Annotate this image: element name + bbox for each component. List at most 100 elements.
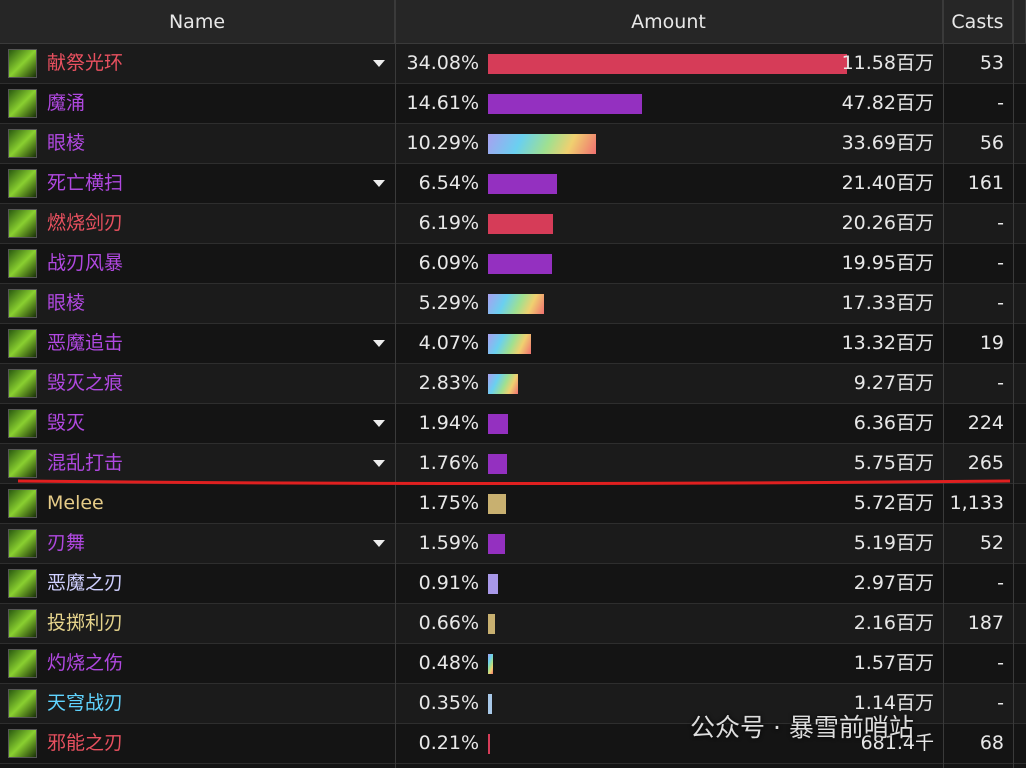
table-row[interactable]: 毁灭 1.94% 6.36百万 224	[0, 404, 1026, 444]
spell-icon	[8, 209, 37, 238]
percent: 5.29%	[418, 292, 479, 314]
amount: 47.82百万	[841, 92, 934, 114]
spell-name[interactable]: 恶魔之刃	[47, 572, 124, 594]
spell-icon	[8, 449, 37, 478]
spell-icon	[8, 409, 37, 438]
amount-bar	[488, 94, 642, 114]
amount: 5.75百万	[853, 452, 934, 474]
table-row[interactable]: 邪能之刃 0.21% 681.4千 68	[0, 724, 1026, 764]
table-row[interactable]: 刃舞 1.59% 5.19百万 52	[0, 524, 1026, 564]
spell-name[interactable]: 灼烧之伤	[47, 652, 124, 674]
spell-name[interactable]: 毁灭之痕	[47, 372, 124, 394]
amount: 20.26百万	[841, 212, 934, 234]
amount: 13.32百万	[841, 332, 934, 354]
percent: 10.29%	[406, 132, 479, 154]
table-row[interactable]: Melee 1.75% 5.72百万 1,133	[0, 484, 1026, 524]
casts: 265	[967, 452, 1004, 474]
spell-icon	[8, 689, 37, 718]
table-row[interactable]: 恶魔追击 4.07% 13.32百万 19	[0, 324, 1026, 364]
spell-name[interactable]: 邪能之刃	[47, 732, 124, 754]
table-row[interactable]: 投掷利刃 0.66% 2.16百万 187	[0, 604, 1026, 644]
casts: -	[997, 292, 1004, 314]
table-row[interactable]: 混乱打击 1.76% 5.75百万 265	[0, 444, 1026, 484]
spell-name[interactable]: 毁灭	[47, 412, 86, 434]
casts: 68	[979, 732, 1004, 754]
percent: 6.19%	[418, 212, 479, 234]
amount: 681.4千	[860, 732, 934, 754]
casts: 1,133	[949, 492, 1004, 514]
amount-bar	[488, 54, 847, 74]
spell-icon	[8, 129, 37, 158]
expand-arrow[interactable]	[373, 420, 385, 427]
spell-icon	[8, 289, 37, 318]
amount: 6.36百万	[853, 412, 934, 434]
amount-bar	[488, 654, 494, 674]
table-row[interactable]: 眼棱 5.29% 17.33百万 -	[0, 284, 1026, 324]
spell-name[interactable]: 燃烧剑刃	[47, 212, 124, 234]
casts: 224	[967, 412, 1004, 434]
column-header-extra	[1013, 0, 1026, 44]
amount: 2.97百万	[853, 572, 934, 594]
expand-arrow[interactable]	[373, 340, 385, 347]
percent: 6.09%	[418, 252, 479, 274]
amount: 9.27百万	[853, 372, 934, 394]
amount: 2.16百万	[853, 612, 934, 634]
table-row[interactable]: 死亡横扫 6.54% 21.40百万 161	[0, 164, 1026, 204]
spell-name[interactable]: 眼棱	[47, 292, 86, 314]
spell-name[interactable]: 眼棱	[47, 132, 86, 154]
spell-name[interactable]: 魔涌	[47, 92, 86, 114]
expand-arrow[interactable]	[373, 540, 385, 547]
spell-icon	[8, 569, 37, 598]
spell-icon	[8, 609, 37, 638]
column-divider	[395, 0, 396, 768]
spell-name[interactable]: 混乱打击	[47, 452, 124, 474]
amount: 5.19百万	[853, 532, 934, 554]
table-row[interactable]: 灼烧之伤 0.48% 1.57百万 -	[0, 644, 1026, 684]
amount-bar	[488, 294, 544, 314]
expand-arrow[interactable]	[373, 180, 385, 187]
spell-icon	[8, 89, 37, 118]
percent: 14.61%	[406, 92, 479, 114]
percent: 0.91%	[418, 572, 479, 594]
amount-bar	[488, 694, 492, 714]
casts: 52	[979, 532, 1004, 554]
column-header[interactable]: Casts	[943, 0, 1013, 44]
spell-name[interactable]: Melee	[47, 492, 104, 514]
casts: -	[997, 572, 1004, 594]
table-row[interactable]: 战刃风暴 6.09% 19.95百万 -	[0, 244, 1026, 284]
table-row[interactable]: 燃烧剑刃 6.19% 20.26百万 -	[0, 204, 1026, 244]
table-row[interactable]: 恶魔之刃 0.91% 2.97百万 -	[0, 564, 1026, 604]
spell-name[interactable]: 献祭光环	[47, 52, 124, 74]
spell-icon	[8, 649, 37, 678]
table-row[interactable]: 魔涌 14.61% 47.82百万 -	[0, 84, 1026, 124]
casts: -	[997, 372, 1004, 394]
spell-name[interactable]: 死亡横扫	[47, 172, 124, 194]
table-row[interactable]: 毁灭之痕 2.83% 9.27百万 -	[0, 364, 1026, 404]
spell-name[interactable]: 战刃风暴	[47, 252, 124, 274]
casts: -	[997, 212, 1004, 234]
spell-name[interactable]: 恶魔追击	[47, 332, 124, 354]
percent: 4.07%	[418, 332, 479, 354]
amount: 1.57百万	[853, 652, 934, 674]
column-header[interactable]: Amount	[395, 0, 943, 44]
percent: 1.59%	[418, 532, 479, 554]
expand-arrow[interactable]	[373, 460, 385, 467]
expand-arrow[interactable]	[373, 60, 385, 67]
table-row[interactable]: 眼棱 10.29% 33.69百万 56	[0, 124, 1026, 164]
percent: 6.54%	[418, 172, 479, 194]
spell-icon	[8, 329, 37, 358]
amount-bar	[488, 574, 498, 594]
amount: 11.58百万	[841, 52, 934, 74]
table-row[interactable]: 献祭光环 34.08% 11.58百万 53	[0, 44, 1026, 84]
casts: -	[997, 92, 1004, 114]
amount-bar	[488, 214, 554, 234]
watermark: 公众号 · 暴雪前哨站	[690, 713, 914, 742]
table-row[interactable]: 天穹战刃 0.35% 1.14百万 -	[0, 684, 1026, 724]
column-header[interactable]: Name	[0, 0, 395, 44]
percent: 0.35%	[418, 692, 479, 714]
casts: 161	[967, 172, 1004, 194]
spell-name[interactable]: 投掷利刃	[47, 612, 124, 634]
spell-name[interactable]: 天穹战刃	[47, 692, 124, 714]
spell-name[interactable]: 刃舞	[47, 532, 86, 554]
